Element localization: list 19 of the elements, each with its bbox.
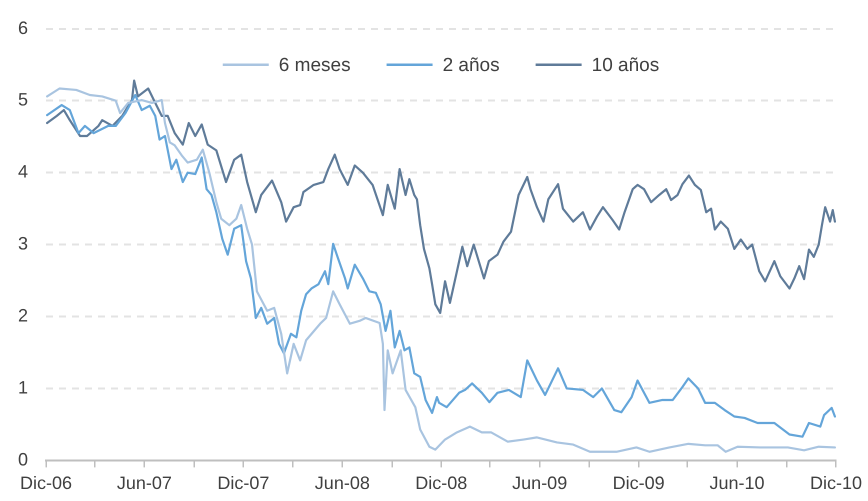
x-tick-label: Dic-09: [612, 473, 665, 494]
legend-label: 10 años: [592, 55, 660, 76]
x-tick-label: Jun-10: [710, 473, 765, 494]
legend-label: 6 meses: [278, 55, 351, 76]
y-tick-label: 6: [18, 18, 28, 38]
x-tick-label: Dic-07: [217, 473, 270, 494]
y-tick-label: 3: [18, 234, 28, 254]
x-tick-label: Jun-09: [512, 473, 568, 494]
x-tick-label: Dic-06: [20, 473, 72, 494]
x-tick-label: Dic-10: [810, 473, 862, 494]
y-tick-label: 5: [18, 90, 28, 110]
y-tick-label: 2: [18, 306, 28, 326]
x-tick-label: Jun-07: [116, 473, 172, 494]
x-tick-label: Dic-08: [415, 473, 468, 494]
legend-label: 2 años: [442, 55, 500, 76]
y-tick-label: 4: [18, 162, 28, 182]
x-tick-label: Jun-08: [314, 473, 370, 494]
y-tick-label: 0: [18, 449, 28, 470]
y-tick-label: 1: [18, 377, 28, 398]
